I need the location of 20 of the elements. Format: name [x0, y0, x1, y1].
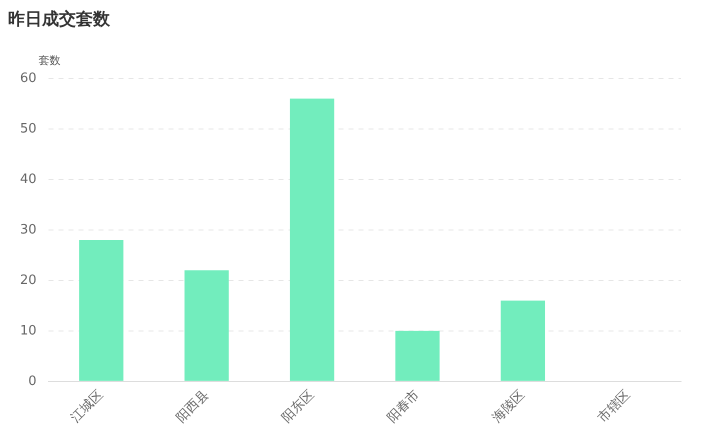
- bar: [500, 300, 546, 381]
- bar: [79, 240, 124, 381]
- bar: [395, 330, 440, 381]
- x-tick-label: 市辖区: [595, 388, 634, 426]
- x-tick-label: 江城区: [68, 388, 106, 426]
- x-tick-label: 海陵区: [490, 388, 528, 426]
- y-tick-label: 0: [28, 374, 37, 389]
- x-tick-label: 阳春市: [384, 388, 423, 426]
- y-axis-title: 套数: [38, 54, 61, 67]
- y-tick-label: 10: [20, 323, 37, 338]
- y-tick-label: 50: [20, 121, 37, 136]
- y-tick-label: 20: [20, 272, 37, 288]
- chart-title: 昨日成交套数: [8, 10, 111, 30]
- bar: [184, 270, 229, 381]
- x-tick-label: 阳西县: [174, 388, 212, 426]
- y-tick-label: 60: [20, 70, 37, 86]
- y-tick-label: 30: [20, 222, 37, 238]
- x-tick-label: 阳东区: [279, 388, 318, 426]
- bar: [290, 98, 334, 381]
- y-tick-label: 40: [20, 172, 37, 187]
